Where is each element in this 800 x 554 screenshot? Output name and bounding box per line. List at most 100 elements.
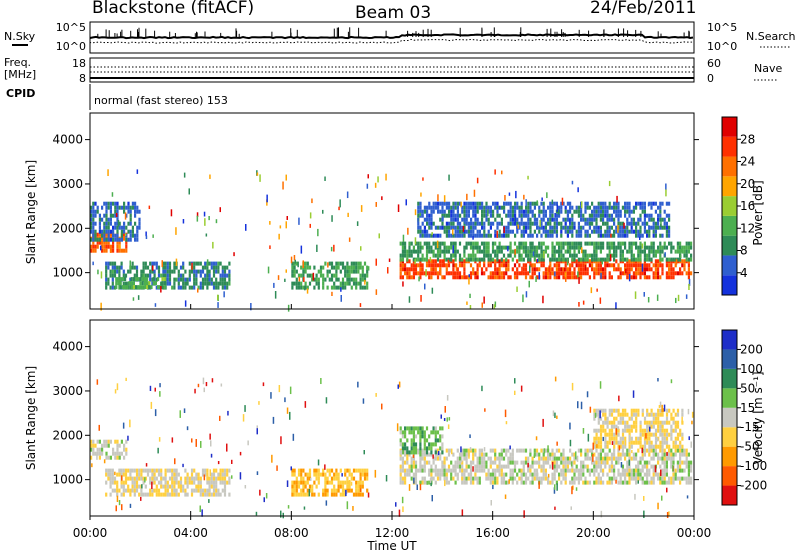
heatmap-cell: [149, 476, 152, 481]
heatmap-cell: [654, 263, 657, 268]
heatmap-cell: [350, 285, 353, 290]
y-tick-label: 3000: [52, 177, 83, 191]
heatmap-cell: [465, 257, 468, 262]
heatmap-cell: [555, 241, 558, 246]
heatmap-cell: [547, 245, 550, 250]
heatmap-cell: [597, 440, 600, 445]
heatmap-cell: [197, 261, 200, 266]
heatmap-cell: [206, 480, 209, 485]
heatmap-cell: [593, 480, 596, 485]
heatmap-cell: [596, 288, 598, 292]
heatmap-cell: [494, 271, 497, 276]
heatmap-cell: [646, 221, 649, 226]
heatmap-cell: [109, 217, 112, 222]
heatmap-cell: [637, 233, 640, 238]
heatmap-cell: [463, 271, 466, 276]
heatmap-cell: [619, 253, 622, 258]
heatmap-cell: [100, 245, 102, 251]
heatmap-cell: [584, 229, 587, 234]
heatmap-cell: [672, 472, 675, 477]
heatmap-cell: [125, 205, 128, 210]
heatmap-cell: [646, 464, 649, 469]
heatmap-cell: [255, 511, 258, 516]
heatmap-cell: [531, 233, 534, 238]
heatmap-cell: [330, 480, 334, 485]
heatmap-cell: [359, 281, 362, 286]
heatmap-cell: [414, 426, 418, 431]
heatmap-cell: [291, 472, 294, 477]
heatmap-cell: [90, 221, 93, 226]
heatmap-cell: [657, 460, 660, 465]
heatmap-cell: [569, 448, 572, 453]
colorbar-segment: [722, 368, 737, 389]
heatmap-cell: [443, 249, 446, 254]
heatmap-cell: [516, 275, 519, 280]
heatmap-cell: [456, 456, 459, 461]
heatmap-cell: [577, 271, 579, 278]
heatmap-cell: [553, 221, 556, 226]
heatmap-cell: [472, 229, 475, 234]
heatmap-cell: [597, 209, 600, 214]
heatmap-cell: [107, 225, 110, 230]
heatmap-cell: [665, 460, 668, 465]
colorbar-tick-label: 50: [740, 381, 755, 395]
heatmap-cell: [663, 225, 666, 230]
heatmap-cell: [402, 234, 405, 242]
heatmap-cell: [632, 241, 635, 246]
heatmap-cell: [295, 285, 298, 290]
heatmap-cell: [687, 263, 690, 268]
heatmap-cell: [491, 476, 495, 481]
heatmap-cell: [500, 472, 503, 477]
heatmap-cell: [355, 265, 358, 270]
x-tick-label: 04:00: [173, 526, 208, 540]
heatmap-cell: [593, 267, 596, 272]
heatmap-cell: [107, 472, 110, 477]
heatmap-cell: [602, 428, 605, 433]
heatmap-cell: [445, 233, 448, 238]
heatmap-cell: [511, 468, 514, 473]
heatmap-cell: [101, 229, 104, 234]
heatmap-cell: [357, 281, 360, 286]
heatmap-cell: [690, 257, 693, 262]
heatmap-cell: [311, 198, 313, 204]
heatmap-cell: [564, 267, 567, 272]
heatmap-cell: [300, 476, 303, 481]
heatmap-cell: [496, 213, 499, 218]
heatmap-cell: [564, 476, 567, 481]
heatmap-cell: [624, 436, 627, 441]
heatmap-cell: [160, 476, 163, 481]
heatmap-cell: [657, 275, 660, 280]
heatmap-cell: [287, 304, 290, 312]
heatmap-cell: [194, 388, 196, 394]
heatmap-cell: [399, 263, 402, 268]
heatmap-cell: [582, 217, 585, 222]
heatmap-cell: [467, 205, 470, 210]
heatmap-cell: [190, 488, 194, 493]
heatmap-cell: [511, 205, 514, 210]
heatmap-cell: [562, 225, 565, 230]
heatmap-cell: [223, 472, 227, 477]
heatmap-cell: [112, 229, 115, 234]
heatmap-cell: [339, 281, 342, 286]
heatmap-cell: [149, 492, 152, 497]
heatmap-cell: [625, 268, 627, 274]
heatmap-cell: [520, 476, 523, 481]
heatmap-cell: [186, 281, 189, 286]
heatmap-cell: [335, 492, 338, 497]
heatmap-cell: [116, 451, 119, 456]
heatmap-cell: [657, 424, 660, 429]
heatmap-cell: [361, 273, 364, 278]
heatmap-cell: [195, 269, 198, 274]
heatmap-cell: [135, 273, 139, 278]
heatmap-cell: [430, 446, 433, 451]
heatmap-cell: [360, 246, 362, 251]
heatmap-cell: [418, 276, 420, 282]
heatmap-cell: [577, 263, 580, 268]
heatmap-cell: [341, 265, 345, 270]
heatmap-cell: [643, 464, 646, 469]
heatmap-cell: [487, 275, 490, 280]
heatmap-cell: [367, 174, 369, 179]
heatmap-cell: [464, 218, 466, 225]
heatmap-cell: [466, 301, 468, 305]
heatmap-cell: [544, 468, 547, 473]
